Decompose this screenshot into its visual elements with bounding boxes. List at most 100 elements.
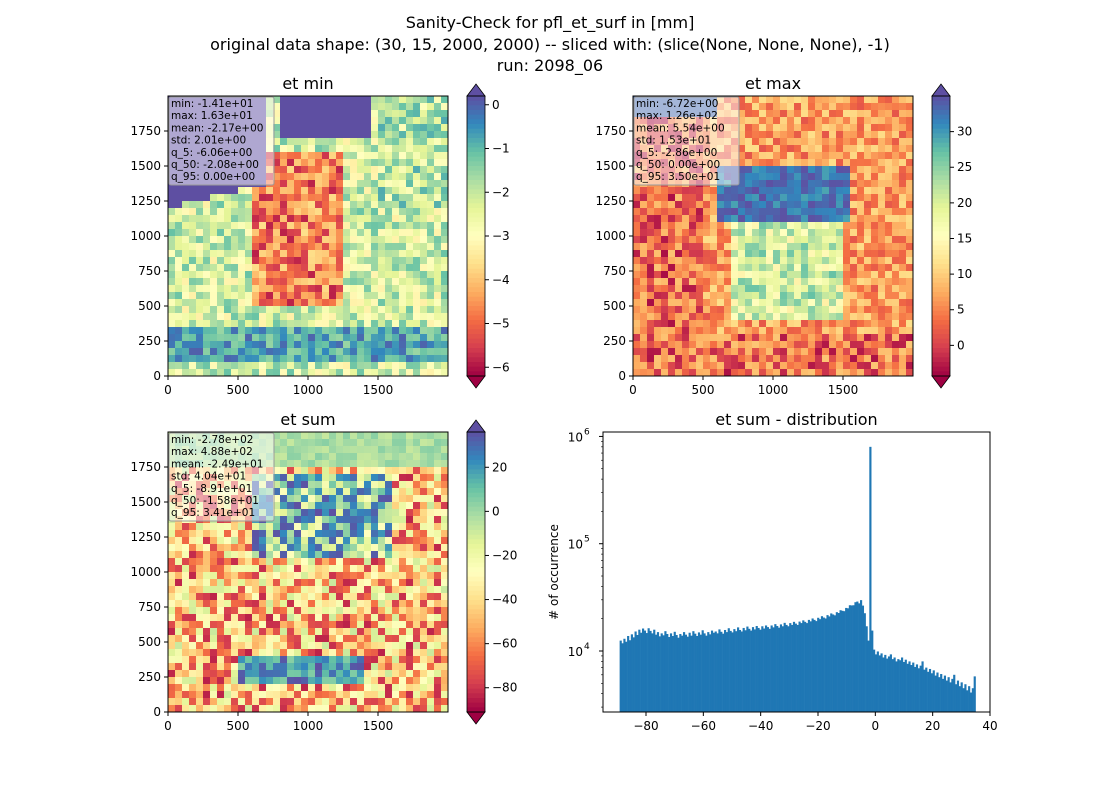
y-tick-label: 1500 — [130, 159, 161, 173]
colorbar-segment — [467, 707, 485, 713]
colorbar-segment — [467, 240, 485, 246]
colorbar-tick-label: −80 — [492, 681, 517, 695]
colorbar-segment — [932, 329, 950, 335]
colorbar-segment — [467, 282, 485, 288]
histogram-bar — [815, 621, 818, 712]
colorbar-segment — [467, 604, 485, 610]
colorbar-segment — [467, 469, 485, 475]
histogram-bar — [889, 654, 892, 712]
histogram-bar — [709, 634, 712, 712]
histogram-bar — [720, 631, 723, 712]
colorbar-segment — [467, 334, 485, 340]
colorbar-segment — [932, 198, 950, 204]
histogram-frame — [602, 431, 991, 713]
y-tick-label: 1250 — [595, 194, 626, 208]
histogram-bar — [798, 621, 801, 712]
histogram-bar — [841, 610, 844, 712]
colorbar-segment — [932, 357, 950, 363]
colorbar-segment — [467, 623, 485, 629]
colorbar-segment — [467, 441, 485, 447]
colorbar-segment — [467, 138, 485, 144]
colorbar-segment — [467, 110, 485, 116]
colorbar-segment — [467, 194, 485, 200]
y-tick-label: 750 — [138, 264, 161, 278]
histogram-bar — [969, 692, 973, 712]
colorbar-segment — [932, 100, 950, 106]
histogram-bar — [770, 625, 773, 712]
histogram-bar — [951, 678, 954, 712]
colorbar-segment — [467, 688, 485, 694]
colorbar-segment — [467, 460, 485, 466]
colorbar-segment — [932, 138, 950, 144]
colorbar-segment — [467, 315, 485, 321]
histogram-bar — [794, 623, 797, 712]
y-tick-label: 0 — [618, 369, 626, 383]
histogram-bar — [688, 632, 691, 712]
stats-line: mean: 5.54e+00 — [636, 122, 725, 134]
colorbar-segment — [467, 446, 485, 452]
histogram-bar — [738, 629, 742, 712]
colorbar-segment — [932, 268, 950, 274]
histogram-bar — [690, 635, 693, 712]
colorbar-tick-label: −6 — [492, 360, 510, 374]
colorbar-segment — [467, 614, 485, 620]
histogram-bar — [899, 660, 902, 712]
colorbar-segment — [467, 651, 485, 657]
colorbar-segment — [932, 352, 950, 358]
colorbar-segment — [467, 665, 485, 671]
histogram-bar — [845, 607, 848, 712]
histogram-bar — [666, 634, 669, 712]
histogram-bar — [822, 617, 825, 712]
colorbar-segment — [467, 170, 485, 176]
stats-line: min: -2.78e+02 — [171, 434, 253, 446]
colorbar-segment — [932, 292, 950, 298]
panel-title: et sum — [280, 410, 335, 429]
histogram-bar — [919, 665, 922, 712]
y-tick-label: 500 — [138, 299, 161, 313]
histogram-bar — [846, 608, 850, 712]
colorbar-segment — [932, 366, 950, 372]
colorbar-segment — [932, 236, 950, 242]
colorbar-segment — [932, 217, 950, 223]
histogram-bar — [748, 628, 751, 712]
colorbar-segment — [932, 170, 950, 176]
x-tick-label: 0 — [164, 383, 172, 397]
histogram-bar — [826, 615, 829, 712]
histogram-bar — [958, 686, 961, 712]
colorbar-segment — [467, 324, 485, 330]
colorbar-segment — [932, 254, 950, 260]
histogram-bar — [779, 624, 783, 712]
stats-line: q_50: -1.58e+01 — [171, 495, 259, 507]
colorbar-segment — [467, 147, 485, 153]
colorbar-extend-max — [931, 83, 951, 97]
histogram-bar — [876, 651, 879, 712]
colorbar-segment — [932, 338, 950, 344]
y-tick-label: 0 — [153, 369, 161, 383]
colorbar-segment — [467, 161, 485, 167]
histogram-bar — [638, 629, 641, 712]
colorbar-segment — [467, 254, 485, 260]
stats-line: min: -6.72e+00 — [636, 98, 718, 110]
x-tick-label: 500 — [227, 383, 250, 397]
histogram-bar — [923, 669, 926, 712]
histogram-bar — [753, 629, 756, 712]
histogram-bar — [712, 632, 715, 712]
histogram-bar — [908, 661, 911, 712]
colorbar-segment — [467, 609, 485, 615]
colorbar-segment — [467, 553, 485, 559]
colorbar-segment — [467, 455, 485, 461]
x-tick-label: 0 — [629, 383, 637, 397]
colorbar-segment — [467, 483, 485, 489]
histogram-bar — [858, 603, 861, 712]
colorbar-segment — [467, 142, 485, 148]
histogram-bar — [664, 631, 667, 712]
colorbar-segment — [467, 530, 485, 536]
histogram-bar — [641, 628, 645, 712]
histogram-bar — [759, 629, 762, 712]
stats-line: max: 1.63e+01 — [171, 110, 253, 122]
y-tick-label: 500 — [138, 635, 161, 649]
colorbar-segment — [467, 632, 485, 638]
histogram-bar — [634, 631, 637, 712]
colorbar-segment — [467, 684, 485, 690]
colorbar-segment — [932, 348, 950, 354]
